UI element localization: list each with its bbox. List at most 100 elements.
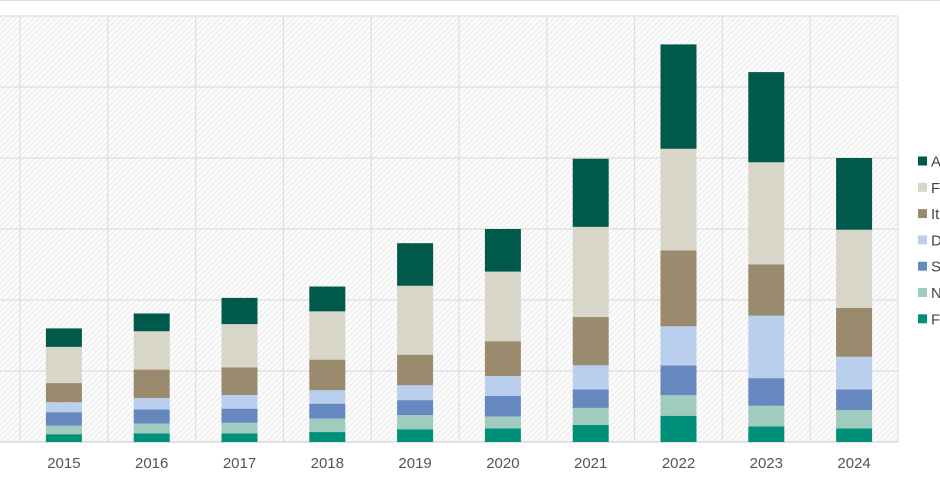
bar-segment-2021-6 [572, 158, 609, 227]
bar-segment-2019-3 [397, 385, 434, 401]
bar-segment-2022-0 [660, 415, 697, 442]
x-tick-label: 2023 [750, 455, 783, 472]
bar-segment-2015-0 [45, 434, 82, 442]
x-tick-label: 2017 [223, 455, 256, 472]
bar-segment-2020-2 [484, 395, 521, 417]
bar-segment-2019-4 [397, 354, 434, 386]
legend-swatch [918, 261, 927, 271]
bar-segment-2016-3 [133, 397, 170, 410]
legend-swatch [918, 156, 927, 166]
legend-label: N [931, 285, 940, 302]
x-tick-label: 2016 [135, 455, 168, 472]
legend-label: F [931, 180, 940, 197]
bar-segment-2017-4 [221, 367, 258, 396]
bar-segment-2015-2 [45, 412, 82, 426]
bars [45, 44, 873, 442]
bar-segment-2018-5 [309, 311, 346, 360]
x-tick-label: 2020 [486, 455, 519, 472]
bar-segment-2018-1 [309, 418, 346, 433]
bar-segment-2020-5 [484, 271, 521, 342]
bar-segment-2019-2 [397, 400, 434, 416]
bar-segment-2022-6 [660, 44, 697, 149]
legend-item[interactable]: D [918, 232, 940, 249]
bar-segment-2021-3 [572, 365, 609, 390]
bar-segment-2023-5 [748, 162, 785, 265]
bar-segment-2016-4 [133, 369, 170, 398]
legend-item[interactable]: A [918, 154, 940, 171]
bar-segment-2019-0 [397, 429, 434, 442]
bar-segment-2021-0 [572, 424, 609, 442]
x-tick-label: 2021 [574, 455, 607, 472]
legend-label: F [931, 311, 940, 328]
bar-segment-2022-3 [660, 326, 697, 366]
bar-segment-2017-3 [221, 395, 258, 409]
bar-segment-2023-3 [748, 315, 785, 379]
legend-swatch [918, 235, 927, 245]
x-tick-label: 2015 [47, 455, 80, 472]
legend-label: S [931, 259, 940, 276]
bar-segment-2015-3 [45, 402, 82, 413]
x-tick-label: 2018 [311, 455, 344, 472]
bar-segment-2022-2 [660, 365, 697, 396]
bar-segment-2018-3 [309, 390, 346, 404]
bar-segment-2021-2 [572, 389, 609, 408]
bar-segment-2017-2 [221, 408, 258, 423]
legend-swatch [918, 288, 927, 297]
bar-segment-2020-0 [484, 428, 521, 442]
bar-segment-2016-2 [133, 409, 170, 424]
bar-segment-2020-6 [484, 229, 521, 272]
legend-item[interactable]: S [918, 259, 940, 276]
bar-segment-2019-5 [397, 285, 434, 355]
x-axis-ticks: 2015 2016 2017 2018 2019 2020 2021 2022 2023 2024 [47, 455, 871, 472]
bar-segment-2022-4 [660, 250, 697, 327]
bar-segment-2024-6 [836, 158, 873, 230]
bar-segment-2024-0 [836, 428, 873, 442]
legend-item[interactable]: F [918, 311, 940, 328]
bar-segment-2022-5 [660, 148, 697, 251]
bar-segment-2019-6 [397, 243, 434, 286]
bar-segment-2016-0 [133, 433, 170, 442]
bar-segment-2015-6 [45, 328, 82, 347]
bar-segment-2017-6 [221, 297, 258, 325]
bar-segment-2015-5 [45, 346, 82, 384]
bar-segment-2019-1 [397, 415, 434, 430]
bar-segment-2024-2 [836, 389, 873, 411]
bar-segment-2017-5 [221, 324, 258, 368]
bar-segment-2023-2 [748, 378, 785, 406]
x-tick-label: 2022 [662, 455, 695, 472]
bar-segment-2018-6 [309, 286, 346, 312]
legend-item[interactable]: It [918, 206, 940, 223]
bar-segment-2018-4 [309, 359, 346, 391]
bar-segment-2018-2 [309, 403, 346, 419]
legend-label: It [931, 206, 940, 223]
bar-segment-2016-5 [133, 331, 170, 370]
bar-segment-2024-1 [836, 410, 873, 429]
bar-segment-2024-4 [836, 307, 873, 357]
bar-segment-2020-1 [484, 416, 521, 429]
bar-segment-2016-1 [133, 423, 170, 434]
bar-segment-2018-0 [309, 432, 346, 442]
bar-segment-2015-4 [45, 383, 82, 403]
legend-swatch [918, 209, 927, 219]
bar-segment-2021-4 [572, 317, 609, 366]
bar-segment-2016-6 [133, 313, 170, 332]
bar-segment-2023-0 [748, 426, 785, 442]
legend-item[interactable]: N [918, 285, 940, 302]
bar-segment-2023-6 [748, 72, 785, 163]
bar-segment-2024-3 [836, 356, 873, 390]
legend-label: D [931, 232, 940, 249]
bar-segment-2023-4 [748, 264, 785, 316]
legend-swatch [918, 182, 927, 192]
bar-segment-2020-3 [484, 375, 521, 396]
bar-segment-2024-5 [836, 229, 873, 308]
bar-segment-2017-1 [221, 422, 258, 434]
legend-swatch [918, 314, 927, 324]
x-tick-label: 2019 [398, 455, 431, 472]
x-tick-label: 2024 [837, 455, 870, 472]
bar-segment-2021-1 [572, 407, 609, 425]
legend-item[interactable]: F [918, 180, 940, 197]
bar-segment-2015-1 [45, 425, 82, 435]
bar-segment-2023-1 [748, 405, 785, 427]
